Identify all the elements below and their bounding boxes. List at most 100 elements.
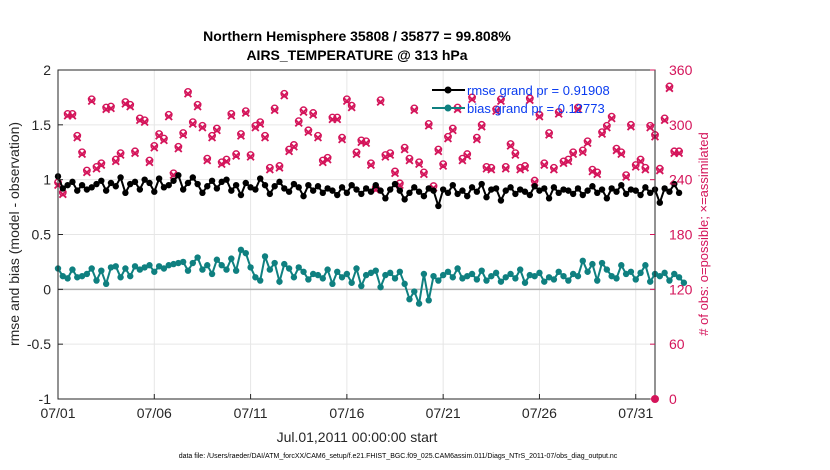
obs-assimilated-point [578, 148, 587, 157]
x-axis-label: Jul.01,2011 00:00:00 start [277, 429, 438, 445]
obs-possible-point [265, 163, 274, 172]
bias-point [637, 269, 644, 277]
rmse-point [377, 187, 384, 194]
obs-assimilated-point [434, 147, 443, 156]
rmse-point [319, 189, 326, 197]
bias-point [478, 267, 485, 274]
rmse-point [531, 183, 538, 190]
rmse-point [411, 184, 418, 191]
rmse-point [155, 175, 163, 182]
rmse-point [584, 187, 591, 194]
bias-series [54, 246, 688, 308]
obs-assimilated-point [468, 95, 477, 104]
obs-possible-point [376, 96, 385, 105]
rmse-point [420, 192, 428, 200]
obs-possible-point [439, 160, 448, 169]
rmse-point [117, 174, 124, 181]
rmse-point [184, 179, 192, 187]
bias-point [300, 268, 307, 275]
obs-assimilated-point [675, 149, 684, 158]
obs-possible-point [135, 114, 144, 123]
bias-point [338, 274, 346, 281]
rmse-point [218, 178, 225, 186]
bias-point [521, 279, 529, 286]
obs-assimilated-point [232, 151, 241, 160]
rmse-point [242, 179, 249, 187]
rmse-point [309, 187, 317, 194]
bias-point [64, 275, 71, 282]
bias-point [319, 275, 326, 282]
rmse-point [305, 181, 312, 189]
x-tick-label: 07/06 [137, 405, 172, 421]
bias-point [502, 274, 509, 281]
rmse-point [146, 179, 153, 187]
bias-point [468, 270, 476, 278]
obs-assimilated-point [573, 105, 583, 114]
x-tick-label: 07/21 [426, 405, 461, 421]
obs-possible-point [463, 150, 472, 158]
obs-possible-point [665, 82, 674, 91]
rmse-point [646, 189, 654, 197]
axis-ticks: 07/01 07/06 07/11 07/16 07/21 07/26 07/31 -1 -0.… [27, 62, 693, 421]
obs-possible-point [222, 155, 231, 164]
obs-assimilated-point [492, 107, 501, 116]
bias-point [252, 274, 259, 281]
obs-possible-point [622, 171, 631, 179]
rmse-point [295, 184, 302, 191]
y-right-tick-label: 360 [669, 62, 693, 78]
bias-point [165, 262, 172, 269]
rmse-point [526, 191, 534, 199]
obs-assimilated-point [564, 157, 573, 166]
bias-point [536, 269, 543, 277]
obs-possible-point [415, 158, 423, 167]
obs-assimilated-point [280, 91, 289, 100]
rmse-point [237, 191, 245, 199]
bias-point [627, 268, 635, 275]
obs-possible-point [352, 148, 361, 157]
bias-point [232, 267, 240, 274]
obs-assimilated-point [270, 106, 279, 115]
rmse-point [555, 189, 562, 197]
rmse-point [136, 186, 144, 193]
rmse-point [666, 188, 673, 195]
obs-assimilated-point [179, 130, 188, 139]
rmse-point [468, 184, 476, 191]
rmse-point [521, 188, 529, 195]
obs-possible-point [174, 142, 183, 151]
y-axis-label: rmse and bias (model - observation) [6, 122, 22, 346]
rmse-point [406, 189, 413, 197]
obs-assimilated-point [208, 133, 217, 142]
rmse-point [88, 184, 95, 191]
obs-assimilated-point [73, 133, 82, 142]
obs-possible-point [535, 110, 544, 119]
bias-point [266, 266, 274, 273]
obs-assimilated-point [68, 111, 77, 120]
rmse-point [281, 185, 288, 192]
bias-point [488, 272, 495, 280]
obs-assimilated-point [641, 165, 650, 174]
bias-point [387, 269, 394, 277]
rmse-point [488, 186, 495, 193]
obs-possible-point [97, 159, 106, 168]
obs-assimilated-point [622, 172, 631, 181]
bias-point [579, 257, 586, 265]
y-right-tick-label: 240 [669, 172, 693, 188]
bias-point [661, 269, 668, 277]
obs-possible-point [309, 109, 318, 117]
bias-point [512, 275, 519, 282]
y-tick-label: 0 [43, 281, 51, 297]
obs-possible-point [545, 129, 553, 137]
rmse-point [560, 186, 567, 193]
obs-assimilated-point [309, 110, 318, 119]
bias-point [377, 283, 384, 291]
obs-possible-point [338, 133, 346, 142]
rmse-point [671, 180, 678, 188]
rmse-point [343, 189, 351, 197]
obs-possible-point [131, 147, 139, 156]
obs-possible-point [554, 108, 563, 116]
obs-assimilated-point [164, 112, 173, 121]
obs-assimilated-point [665, 84, 674, 93]
bias-point [83, 270, 91, 278]
rmse-point [266, 190, 274, 198]
obs-possible-point [506, 140, 515, 148]
